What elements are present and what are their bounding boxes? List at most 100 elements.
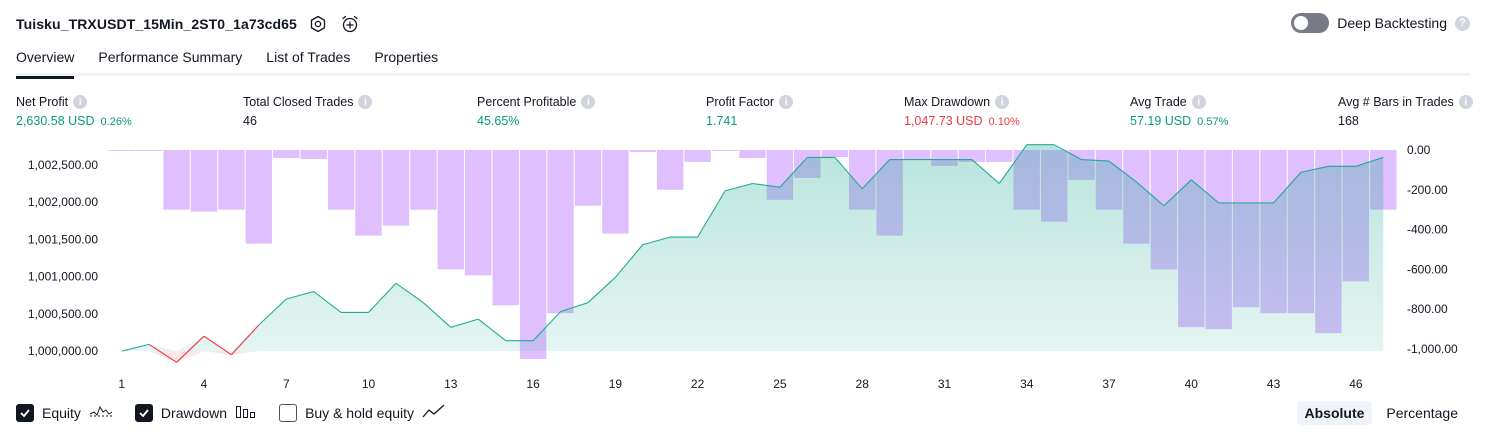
help-icon[interactable]: i xyxy=(995,95,1010,109)
help-icon[interactable]: i xyxy=(779,95,794,109)
stat-percent: 0.57% xyxy=(1197,116,1229,128)
tab-properties[interactable]: Properties xyxy=(374,49,439,65)
right-axis-tick-label: 0.00 xyxy=(1407,143,1431,157)
alarm-clock-plus-icon[interactable] xyxy=(339,13,361,35)
equity-line-segment xyxy=(450,318,479,328)
drawdown-bars-icon xyxy=(235,403,257,422)
drawdown-bar xyxy=(958,150,986,162)
equity-line-icon xyxy=(89,403,113,422)
x-axis-tick-label: 46 xyxy=(1349,377,1363,391)
stat-value: 57.19 USD xyxy=(1130,114,1192,128)
checkbox-unchecked-icon[interactable] xyxy=(279,403,298,422)
stat-total-closed-trades: Total Closed Trades i 46 xyxy=(243,94,373,128)
stat-avg-trade: Avg Trade i 57.19 USD 0.57% xyxy=(1130,94,1228,128)
stat-net-profit: Net Profit i 2,630.58 USD 0.26% xyxy=(16,94,132,128)
percentage-button[interactable]: Percentage xyxy=(1386,405,1458,421)
drawdown-bar xyxy=(739,150,766,158)
legend-label: Buy & hold equity xyxy=(305,404,415,421)
drawdown-bar xyxy=(986,150,1013,162)
legend-drawdown[interactable]: Drawdown xyxy=(134,403,257,422)
checkbox-checked-icon[interactable] xyxy=(16,403,34,422)
drawdown-bar xyxy=(465,150,492,276)
tab-performance-summary[interactable]: Performance Summary xyxy=(98,49,243,65)
equity-area xyxy=(121,144,1384,352)
equity-line-segment xyxy=(1355,156,1384,167)
equity-loss-area xyxy=(149,351,204,363)
checkbox-checked-icon[interactable] xyxy=(134,403,153,422)
stat-value: 1.741 xyxy=(706,114,738,128)
tab-overview[interactable]: Overview xyxy=(16,44,75,79)
drawdown-bar xyxy=(574,150,602,206)
equity-line-segment xyxy=(258,298,287,326)
equity-line-segment xyxy=(230,324,260,356)
stat-label: Max Drawdown xyxy=(904,95,991,109)
drawdown-bar xyxy=(657,150,684,190)
equity-line-segment xyxy=(176,335,205,363)
equity-line-segment xyxy=(642,236,671,246)
strategy-title: Tuisku_TRXUSDT_15Min_2ST0_1a73cd65 xyxy=(16,16,297,32)
help-icon[interactable]: ? xyxy=(1455,15,1470,31)
equity-line-segment xyxy=(724,182,753,192)
x-axis-tick-label: 16 xyxy=(526,377,540,391)
stat-value: 2,630.58 USD xyxy=(16,114,95,128)
help-icon[interactable]: i xyxy=(1458,95,1473,109)
left-axis-tick-label: 1,002,500.00 xyxy=(28,158,98,172)
right-axis-tick-label: -1,000.00 xyxy=(1407,342,1458,356)
equity-loss-area xyxy=(203,351,259,355)
equity-drawdown-chart[interactable]: 1,000,000.00 1,000,500.00 1,001,000.00 1,00… xyxy=(0,140,1486,395)
x-axis-tick-label: 43 xyxy=(1267,377,1281,391)
equity-line-segment xyxy=(779,157,808,188)
help-icon[interactable]: i xyxy=(358,95,373,109)
deep-backtesting-label: Deep Backtesting xyxy=(1337,15,1447,31)
right-axis-tick-label: -400.00 xyxy=(1407,223,1448,237)
equity-line-segment xyxy=(121,343,150,352)
help-icon[interactable]: i xyxy=(73,95,88,109)
legend-label: Drawdown xyxy=(160,404,228,421)
gear-icon[interactable] xyxy=(307,13,329,35)
left-axis-tick-label: 1,000,000.00 xyxy=(28,344,98,358)
legend-equity[interactable]: Equity xyxy=(16,403,113,422)
equity-line-segment xyxy=(477,318,507,342)
drawdown-bar xyxy=(519,150,547,359)
equity-line-segment xyxy=(1136,181,1165,207)
equity-line-segment xyxy=(587,276,616,304)
x-axis-tick-label: 19 xyxy=(609,377,623,391)
drawdown-bar xyxy=(711,150,739,151)
drawdown-bar xyxy=(300,150,327,159)
deep-backtesting-toggle[interactable] xyxy=(1291,13,1330,33)
x-axis-tick-label: 25 xyxy=(773,377,787,391)
legend-buy-hold-equity[interactable]: Buy & hold equity xyxy=(279,403,446,422)
equity-line-segment xyxy=(203,335,232,356)
stat-label: Total Closed Trades xyxy=(243,95,354,109)
stat-percent: 0.26% xyxy=(100,116,132,128)
right-axis-tick-label: -200.00 xyxy=(1407,183,1448,197)
chart-legend: Equity Drawdown Buy & hold equity xyxy=(16,403,446,422)
help-icon[interactable]: i xyxy=(1191,95,1206,109)
absolute-button[interactable]: Absolute xyxy=(1296,401,1373,425)
stat-max-drawdown: Max Drawdown i 1,047.73 USD 0.10% xyxy=(904,94,1020,128)
equity-line-segment xyxy=(560,302,589,313)
equity-line-segment xyxy=(1053,144,1082,161)
drawdown-bar xyxy=(602,150,629,234)
x-axis-tick-label: 34 xyxy=(1020,377,1034,391)
value-mode-switch: Absolute Percentage xyxy=(1296,401,1467,425)
equity-line-segment xyxy=(998,144,1028,184)
equity-series xyxy=(121,144,1384,363)
help-icon[interactable]: i xyxy=(581,95,596,109)
x-axis-tick-label: 37 xyxy=(1102,377,1116,391)
drawdown-bar xyxy=(163,150,190,210)
equity-line-segment xyxy=(1163,179,1192,207)
stat-label: Net Profit xyxy=(16,95,69,109)
stat-label: Profit Factor xyxy=(706,95,775,109)
right-axis: 0.00 -200.00 -400.00 -600.00 -800.00 -1,000.0… xyxy=(1407,143,1458,356)
drawdown-bar xyxy=(821,150,848,157)
tab-list-of-trades[interactable]: List of Trades xyxy=(266,49,351,65)
stat-value: 45.65% xyxy=(477,114,520,128)
stat-value: 168 xyxy=(1338,114,1359,128)
equity-line-segment xyxy=(395,282,424,304)
x-axis-tick-label: 40 xyxy=(1185,377,1199,391)
x-axis-tick-label: 7 xyxy=(283,377,290,391)
drawdown-bar xyxy=(190,150,218,212)
legend-label: Equity xyxy=(42,404,81,421)
drawdown-bar xyxy=(273,150,300,158)
